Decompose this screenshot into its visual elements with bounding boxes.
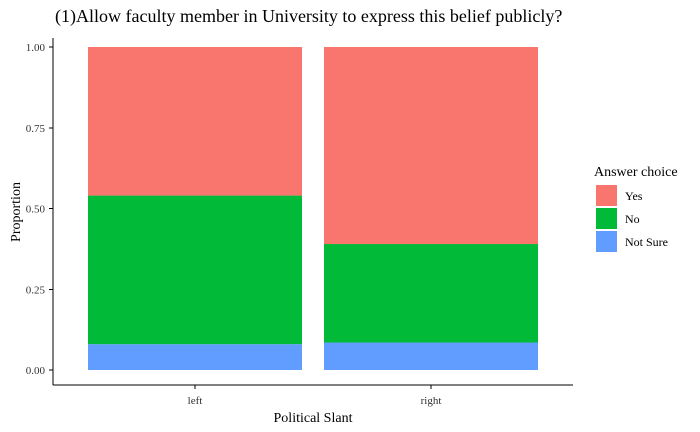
plot-area (88, 47, 538, 370)
legend-swatch-yes (596, 185, 617, 206)
y-tick-label: 0.75 (26, 123, 46, 135)
bar-segment-left-yes (88, 47, 302, 196)
y-tick-label: 1.00 (26, 42, 46, 54)
y-tick-label: 0.50 (26, 204, 46, 216)
x-tick-label: left (188, 395, 203, 407)
legend-swatch-not-sure (596, 231, 617, 252)
y-axis-title: Proportion (9, 182, 24, 242)
bar-segment-right-not-sure (324, 342, 538, 370)
bar-segment-right-no (324, 244, 538, 343)
legend-swatch-no (596, 208, 617, 229)
legend-label-no: No (625, 212, 640, 226)
x-axis-title: Political Slant (274, 411, 353, 426)
legend-label-yes: Yes (625, 189, 643, 203)
legend-label-not-sure: Not Sure (625, 235, 668, 249)
chart-title: (1)Allow faculty member in University to… (55, 6, 562, 27)
x-axis-ticks: left right (188, 385, 442, 407)
legend-title: Answer choice (594, 165, 678, 180)
bar-segment-right-yes (324, 47, 538, 245)
y-tick-label: 0.00 (26, 365, 46, 377)
bar-segment-left-not-sure (88, 344, 302, 370)
x-tick-label: right (421, 395, 442, 407)
bar-segment-left-no (88, 195, 302, 345)
y-axis-ticks: 0.00 0.25 0.50 0.75 1.00 (26, 42, 53, 377)
y-tick-label: 0.25 (26, 284, 46, 296)
legend: Answer choice Yes No Not Sure (594, 165, 678, 252)
